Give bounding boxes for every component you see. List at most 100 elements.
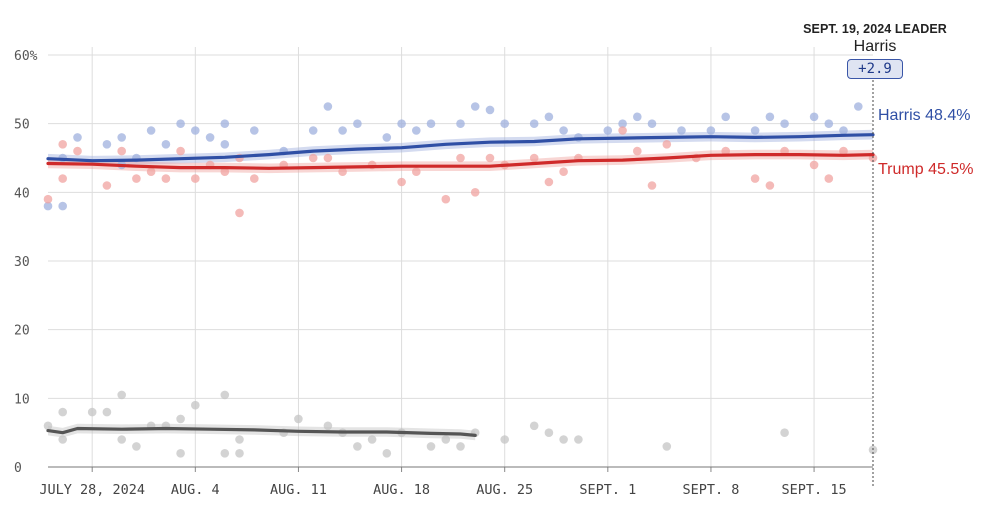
trump-poll-dot (323, 153, 333, 163)
harris-poll-dot (146, 126, 156, 135)
trump-poll-dot (146, 167, 156, 176)
harris-poll-dot (765, 112, 775, 122)
trump-poll-dot (456, 153, 465, 163)
harris-poll-dot (529, 119, 539, 128)
harris-poll-dot (220, 140, 230, 149)
x-tick-label: SEPT. 8 (682, 482, 739, 498)
trump-poll-dot (132, 174, 141, 183)
trump-poll-dot (161, 174, 171, 183)
y-tick-label: 40 (14, 186, 30, 201)
other-trend-line (46, 426, 477, 437)
harris-poll-dot (603, 126, 613, 135)
other-poll-dot (176, 449, 185, 458)
y-tick-label: 60% (14, 49, 38, 64)
trump-poll-dot (191, 174, 200, 183)
other-poll-dot (500, 435, 510, 444)
other-poll-dot (780, 428, 789, 438)
trump-poll-dot (397, 177, 406, 187)
other-poll-dot (132, 442, 141, 451)
harris-poll-dot (809, 112, 819, 122)
other-poll-dot (235, 449, 244, 458)
other-poll-dot (441, 435, 451, 444)
harris-poll-dot (500, 119, 510, 128)
other-poll-dot (102, 407, 112, 417)
trump-poll-dot (662, 140, 672, 149)
trump-poll-dot (102, 181, 112, 190)
leader-margin-badge: +2.9 (847, 59, 903, 79)
other-poll-dot (662, 442, 672, 451)
leader-name: Harris (853, 38, 897, 55)
harris-poll-dot (191, 126, 200, 135)
harris-poll-dot (382, 133, 392, 142)
harris-poll-dot (412, 126, 421, 135)
harris-poll-dot (854, 102, 863, 111)
harris-poll-dot (721, 112, 730, 122)
other-poll-dot (176, 414, 185, 424)
harris-poll-dot (353, 119, 362, 128)
trump-poll-dot (633, 146, 642, 156)
harris-poll-dot (647, 119, 657, 128)
other-poll-dot (294, 414, 303, 424)
harris-poll-dot (824, 119, 834, 128)
other-poll-dot (117, 435, 126, 444)
harris-poll-dot (750, 126, 760, 135)
trump-poll-dot (117, 146, 126, 156)
trend-bands (48, 129, 873, 441)
x-tick-label: AUG. 11 (270, 482, 327, 498)
leader-panel: SEPT. 19, 2024 LEADER Harris +2.9 (780, 22, 970, 79)
trump-poll-dot (529, 153, 539, 163)
x-tick-label: SEPT. 15 (782, 482, 847, 498)
other-poll-dot (220, 390, 230, 400)
other-poll-dot (367, 435, 377, 444)
trump-poll-dot (73, 146, 82, 156)
trump-poll-dot (544, 177, 554, 187)
trump-poll-dot (750, 174, 760, 183)
other-poll-dot (426, 442, 436, 451)
trump-poll-dot (559, 167, 568, 176)
trump-poll-dot (58, 174, 67, 183)
trump-poll-dot (765, 181, 775, 190)
trump-poll-dot (338, 167, 347, 176)
trump-end-label: Trump 45.5% (878, 160, 974, 178)
other-poll-dot (43, 421, 53, 431)
x-tick-label: JULY 28, 2024 (39, 482, 145, 498)
other-poll-dot (58, 407, 67, 417)
harris-poll-dot (456, 119, 465, 128)
y-tick-label: 30 (14, 255, 30, 270)
trend-lines (46, 133, 875, 437)
chart-grid (48, 47, 873, 467)
x-tick-label: AUG. 4 (171, 482, 220, 498)
x-tick-label: SEPT. 1 (579, 482, 636, 498)
trump-poll-dot (647, 181, 657, 190)
chart-axes: 0 10 20 30 40 50 60% JULY 28, 2024 AUG. 4 AUG. 11… (14, 49, 874, 498)
other-poll-dot (235, 435, 244, 444)
trump-poll-dot (618, 126, 627, 135)
harris-poll-dot (677, 126, 686, 135)
harris-poll-dot (426, 119, 436, 128)
trump-poll-dot (308, 153, 318, 163)
other-poll-dot (220, 449, 230, 458)
other-poll-dot (574, 435, 583, 444)
other-poll-dot (353, 442, 362, 451)
harris-poll-dot (397, 119, 406, 128)
trump-poll-dot (250, 174, 259, 183)
harris-poll-dot (839, 126, 848, 135)
harris-poll-dot (161, 140, 171, 149)
other-poll-dot (117, 390, 126, 400)
harris-poll-dot (470, 102, 480, 111)
harris-poll-dot (706, 126, 716, 135)
harris-poll-dot (485, 105, 495, 115)
harris-poll-dot (58, 201, 67, 211)
y-tick-label: 10 (14, 392, 30, 407)
trump-poll-dot (58, 140, 67, 149)
harris-poll-dot (323, 102, 333, 111)
other-poll-dot (456, 442, 465, 451)
trump-poll-dot (485, 153, 495, 163)
other-poll-dot (323, 421, 333, 431)
other-poll-dot (58, 435, 67, 444)
harris-poll-dot (205, 133, 215, 142)
trump-poll-dot (809, 160, 819, 170)
other-poll-dot (559, 435, 568, 444)
harris-poll-dot (102, 140, 112, 149)
